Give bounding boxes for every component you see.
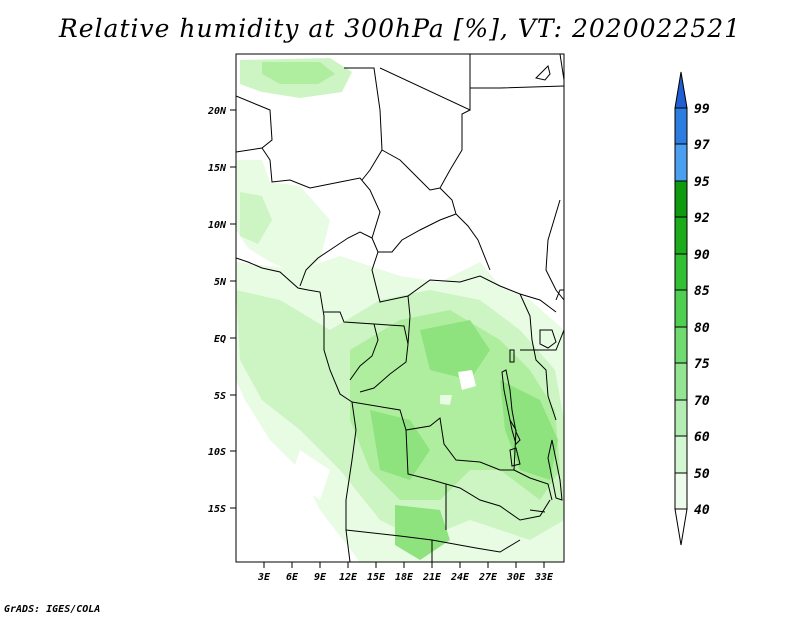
lon-label-24e: 24E [450,572,470,583]
map-frame [235,53,565,563]
lat-label-10s: 10S [208,447,226,458]
border-14 [407,295,411,345]
lon-label-30e: 30E [506,572,526,583]
country-borders [236,54,564,562]
lon-labels: 3E 6E 9E 12E 15E 18E 21E 24E 27E 30E 33E [257,572,554,583]
lat-label-eq: EQ [214,334,226,345]
colorbar-swatch-95 [674,143,688,182]
colorbar-cap-bottom [674,508,688,546]
border-20 [445,483,551,521]
lake-malawi [547,439,563,501]
river-1 [529,509,546,513]
humidity-patch-westcoast [236,160,330,275]
border-18 [405,429,447,530]
border-15 [519,293,557,421]
humidity-region-core-north [420,320,490,380]
border-22 [513,469,553,501]
lon-label-3e: 3E [257,572,271,583]
border-4 [379,54,471,111]
border-17 [351,401,517,471]
border-11 [545,199,564,301]
lon-label-15e: 15E [367,572,386,583]
humidity-field [236,58,564,562]
lat-label-20n: 20N [207,106,227,117]
lon-label-33e: 33E [534,572,554,583]
coast-redsea [535,65,551,81]
border-7 [371,213,457,253]
lon-label-12e: 12E [339,572,358,583]
lat-label-5n: 5N [214,277,227,288]
colorbar-label-95: 95 [694,175,710,190]
border-12 [324,311,379,381]
border-3 [344,67,383,181]
lon-label-27e: 27E [478,572,498,583]
border-2 [261,147,381,287]
lake-tanganyika [501,369,521,445]
lake-kivu [509,349,515,363]
colorbar-label-85: 85 [694,284,710,299]
lon-label-21e: 21E [422,572,442,583]
border-19 [345,529,521,553]
colorbar-swatch-60 [674,399,688,437]
colorbar-label-40: 40 [694,503,710,518]
humidity-patch-westcoast-core [240,192,272,244]
colorbar-label-80: 80 [694,321,710,336]
lat-axis [230,109,236,509]
colorbar-label-70: 70 [694,394,710,409]
colorbar-swatch-80 [674,289,688,328]
colorbar-swatch-97 [674,107,688,145]
border-6 [381,149,441,191]
border-13 [359,323,409,393]
lon-label-18e: 18E [395,572,414,583]
dry-hole-2 [440,395,452,405]
lat-label-5s: 5S [214,391,226,402]
colorbar-swatch-50 [674,435,688,474]
lake-mweru [509,447,521,467]
colorbar-swatch-75 [674,326,688,364]
colorbar-cap-top [674,71,688,109]
border-10 [470,85,564,89]
dry-hole-1 [458,370,476,390]
colorbar-label-75: 75 [694,357,710,372]
coastline-west [236,257,357,562]
colorbar-label-99: 99 [694,102,710,117]
colorbar-label-97: 97 [694,138,710,153]
chart-title: Relative humidity at 300hPa [%], VT: 202… [58,14,742,43]
lake-victoria [539,329,557,349]
colorbar-swatch-92 [674,180,688,218]
humidity-region-core [370,410,430,480]
border-8 [371,251,557,313]
colorbar-swatch-70 [674,362,688,401]
border-1 [236,95,273,153]
lat-label-10n: 10N [208,220,227,231]
colorbar-swatch-85 [674,253,688,291]
dry-hole-3 [290,450,330,500]
humidity-patch-north-core [262,62,335,84]
colorbar [674,71,688,546]
colorbar-label-92: 92 [694,211,710,226]
humidity-region-core-south [395,505,450,560]
lat-label-15s: 15S [208,504,226,515]
coast-east [555,289,564,301]
colorbar-swatch-90 [674,216,688,255]
lat-label-15n: 15N [208,163,227,174]
grads-credit: GrADS: IGES/COLA [4,604,101,615]
lat-labels: 20N 15N 10N 5N EQ 5S 10S 15S [207,106,227,515]
colorbar-label-50: 50 [694,467,710,482]
colorbar-label-90: 90 [694,248,710,263]
border-9 [559,54,564,81]
lon-label-9e: 9E [314,572,327,583]
colorbar-labels: 99 97 95 92 90 85 80 75 70 60 50 40 [694,102,710,518]
border-5 [439,109,491,271]
colorbar-swatch-40 [674,472,688,510]
lon-axis [263,562,545,568]
lon-label-6e: 6E [286,572,299,583]
border-16 [520,329,564,351]
colorbar-label-60: 60 [694,430,710,445]
